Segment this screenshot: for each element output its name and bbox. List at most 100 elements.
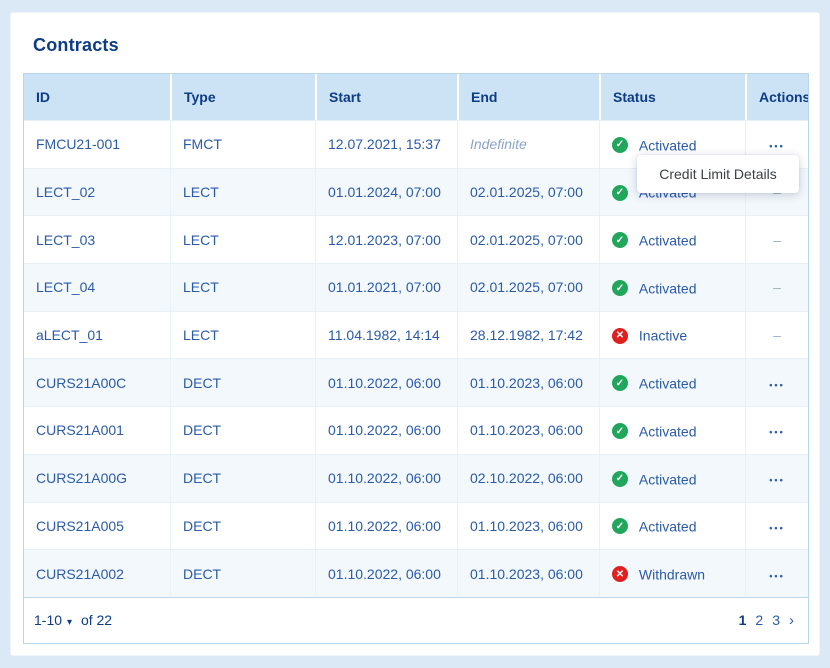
status-ok-icon: ✓	[612, 280, 628, 297]
page-button-1[interactable]: 1	[738, 612, 747, 629]
cell-type: DECT	[170, 358, 315, 407]
cell-start: 01.10.2022, 06:00	[315, 358, 457, 407]
table-row: CURS21A002 DECT 01.10.2022, 06:00 01.10.…	[24, 549, 808, 597]
cell-end: Indefinite	[457, 120, 599, 168]
table-body: FMCU21-001 FMCT 12.07.2021, 15:37 Indefi…	[24, 120, 808, 597]
cell-contract-id: CURS21A001	[24, 406, 170, 454]
status-ok-icon: ✓	[612, 423, 628, 440]
table-row: CURS21A001 DECT 01.10.2022, 06:00 01.10.…	[24, 406, 808, 454]
cell-contract-id: LECT_04	[24, 263, 170, 311]
next-page-button[interactable]: ›	[789, 611, 794, 629]
menu-item-credit-limit-details[interactable]: Credit Limit Details	[659, 166, 777, 182]
page-button-3[interactable]: 3	[772, 612, 780, 629]
cell-end: 01.10.2023, 06:00	[457, 406, 599, 454]
status-ok-icon: ✓	[612, 375, 628, 392]
cell-start: 12.01.2023, 07:00	[315, 215, 457, 264]
contracts-data-table: ID Type Start End Status Actions FMCU21-…	[24, 74, 808, 597]
chevron-down-icon: ▾	[67, 617, 73, 629]
cell-start: 01.10.2022, 06:00	[315, 406, 457, 454]
cell-start: 01.01.2024, 07:00	[315, 167, 457, 216]
table-row: CURS21A00G DECT 01.10.2022, 06:00 02.10.…	[24, 453, 808, 502]
table-row: CURS21A00C DECT 01.10.2022, 06:00 01.10.…	[24, 358, 808, 407]
status-label: Activated	[638, 280, 697, 297]
cell-status: ✕ Inactive	[599, 310, 745, 359]
cell-status: ✓ Activated	[599, 453, 745, 502]
cell-end: 02.10.2022, 06:00	[457, 453, 599, 502]
pagination-range: 1-10 ▾ of 22	[34, 612, 112, 628]
row-actions-menu-button[interactable]: •••	[769, 379, 785, 390]
cell-status: ✓ Activated	[599, 501, 745, 550]
column-header-id: ID	[24, 74, 170, 120]
cell-type: DECT	[170, 501, 315, 550]
cell-contract-id: CURS21A00G	[24, 453, 170, 502]
cell-type: LECT	[170, 263, 315, 311]
page-button-2[interactable]: 2	[755, 612, 764, 629]
table-row: aLECT_01 LECT 11.04.1982, 14:14 28.12.19…	[24, 310, 808, 359]
cell-end: 02.01.2025, 07:00	[457, 215, 599, 264]
cell-start: 01.10.2022, 06:00	[315, 453, 457, 502]
page-range-value: 1-10	[34, 612, 63, 629]
table-row: CURS21A005 DECT 01.10.2022, 06:00 01.10.…	[24, 501, 808, 550]
cell-contract-id: LECT_02	[24, 167, 170, 216]
cell-end: 02.01.2025, 07:00	[457, 263, 599, 311]
cell-actions: •••	[745, 501, 808, 550]
cell-status: ✓ Activated	[599, 215, 745, 264]
cell-type: LECT	[170, 167, 315, 216]
column-header-actions: Actions	[745, 74, 808, 120]
cell-actions: –	[745, 310, 808, 359]
status-label: Inactive	[638, 327, 688, 344]
no-actions-dash: –	[773, 279, 781, 296]
pagination-pages: 1 2 3 ›	[739, 612, 794, 628]
no-actions-dash: –	[773, 231, 781, 248]
column-header-type: Type	[170, 74, 315, 120]
page-title: Contracts	[33, 35, 119, 55]
cell-type: DECT	[170, 549, 315, 597]
total-count-label: of 22	[80, 612, 113, 629]
cell-status: ✓ Activated	[599, 263, 745, 311]
cell-end: 01.10.2023, 06:00	[457, 358, 599, 407]
row-actions-menu-button[interactable]: •••	[769, 427, 785, 438]
status-label: Withdrawn	[638, 566, 706, 583]
row-actions-menu-button[interactable]: •••	[769, 522, 785, 533]
cell-type: DECT	[170, 406, 315, 454]
cell-type: DECT	[170, 453, 315, 502]
cell-start: 12.07.2021, 15:37	[315, 120, 457, 168]
status-error-icon: ✕	[612, 327, 628, 344]
table-row: LECT_04 LECT 01.01.2021, 07:00 02.01.202…	[24, 263, 808, 311]
cell-actions: •••	[745, 549, 808, 597]
contracts-card: Contracts ID Type Start End Status Actio…	[10, 12, 820, 656]
cell-type: LECT	[170, 215, 315, 264]
cell-contract-id: aLECT_01	[24, 310, 170, 359]
status-ok-icon: ✓	[612, 518, 628, 535]
column-header-end: End	[457, 74, 599, 120]
status-label: Activated	[638, 423, 697, 440]
cell-start: 01.10.2022, 06:00	[315, 501, 457, 550]
cell-contract-id: CURS21A00C	[24, 358, 170, 407]
status-ok-icon: ✓	[612, 232, 628, 249]
status-label: Activated	[638, 375, 697, 392]
cell-end: 01.10.2023, 06:00	[457, 501, 599, 550]
cell-status: ✓ Activated	[599, 406, 745, 454]
status-ok-icon: ✓	[612, 136, 628, 153]
status-label: Activated	[638, 518, 697, 535]
column-header-start: Start	[315, 74, 457, 120]
table-header-row: ID Type Start End Status Actions	[24, 74, 808, 120]
context-menu: Credit Limit Details	[637, 155, 799, 193]
cell-end: 01.10.2023, 06:00	[457, 549, 599, 597]
row-actions-menu-button[interactable]: •••	[769, 141, 785, 152]
cell-start: 01.10.2022, 06:00	[315, 549, 457, 597]
page-range-dropdown[interactable]: 1-10 ▾	[34, 612, 81, 628]
cell-type: FMCT	[170, 120, 315, 168]
cell-end: 28.12.1982, 17:42	[457, 310, 599, 359]
no-actions-dash: –	[773, 327, 781, 344]
cell-actions: •••	[745, 453, 808, 502]
cell-status: ✓ Activated	[599, 358, 745, 407]
pagination-bar: 1-10 ▾ of 22 1 2 3 ›	[24, 596, 808, 643]
row-actions-menu-button[interactable]: •••	[769, 475, 785, 486]
row-actions-menu-button[interactable]: •••	[769, 570, 785, 581]
table-row: FMCU21-001 FMCT 12.07.2021, 15:37 Indefi…	[24, 120, 808, 168]
cell-end: 02.01.2025, 07:00	[457, 167, 599, 216]
cell-actions: –	[745, 215, 808, 264]
cell-actions: –	[745, 263, 808, 311]
table-row: LECT_03 LECT 12.01.2023, 07:00 02.01.202…	[24, 215, 808, 264]
